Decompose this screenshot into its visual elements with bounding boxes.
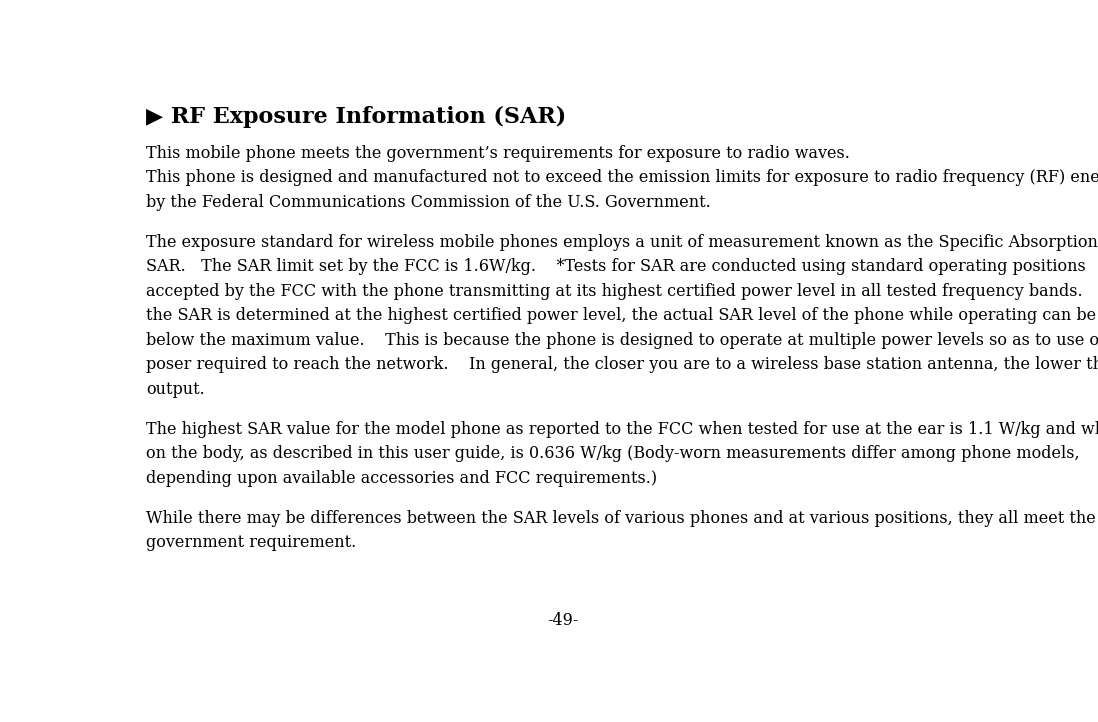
Text: accepted by the FCC with the phone transmitting at its highest certified power l: accepted by the FCC with the phone trans… xyxy=(146,283,1098,300)
Text: The highest SAR value for the model phone as reported to the FCC when tested for: The highest SAR value for the model phon… xyxy=(146,421,1098,438)
Text: on the body, as described in this user guide, is 0.636 W/kg (Body-worn measureme: on the body, as described in this user g… xyxy=(146,445,1079,462)
Text: ▶ RF Exposure Information (SAR): ▶ RF Exposure Information (SAR) xyxy=(146,106,565,129)
Text: below the maximum value.    This is because the phone is designed to operate at : below the maximum value. This is because… xyxy=(146,332,1098,349)
Text: SAR.   The SAR limit set by the FCC is 1.6W/kg.    *Tests for SAR are conducted : SAR. The SAR limit set by the FCC is 1.6… xyxy=(146,258,1086,275)
Text: While there may be differences between the SAR levels of various phones and at v: While there may be differences between t… xyxy=(146,510,1096,527)
Text: This phone is designed and manufactured not to exceed the emission limits for ex: This phone is designed and manufactured … xyxy=(146,170,1098,186)
Text: by the Federal Communications Commission of the U.S. Government.: by the Federal Communications Commission… xyxy=(146,194,710,211)
Text: This mobile phone meets the government’s requirements for exposure to radio wave: This mobile phone meets the government’s… xyxy=(146,145,850,162)
Text: output.: output. xyxy=(146,380,204,398)
Text: depending upon available accessories and FCC requirements.): depending upon available accessories and… xyxy=(146,470,657,487)
Text: -49-: -49- xyxy=(547,612,579,629)
Text: the SAR is determined at the highest certified power level, the actual SAR level: the SAR is determined at the highest cer… xyxy=(146,308,1098,324)
Text: poser required to reach the network.    In general, the closer you are to a wire: poser required to reach the network. In … xyxy=(146,356,1098,373)
Text: government requirement.: government requirement. xyxy=(146,534,356,551)
Text: The exposure standard for wireless mobile phones employs a unit of measurement k: The exposure standard for wireless mobil… xyxy=(146,234,1098,251)
